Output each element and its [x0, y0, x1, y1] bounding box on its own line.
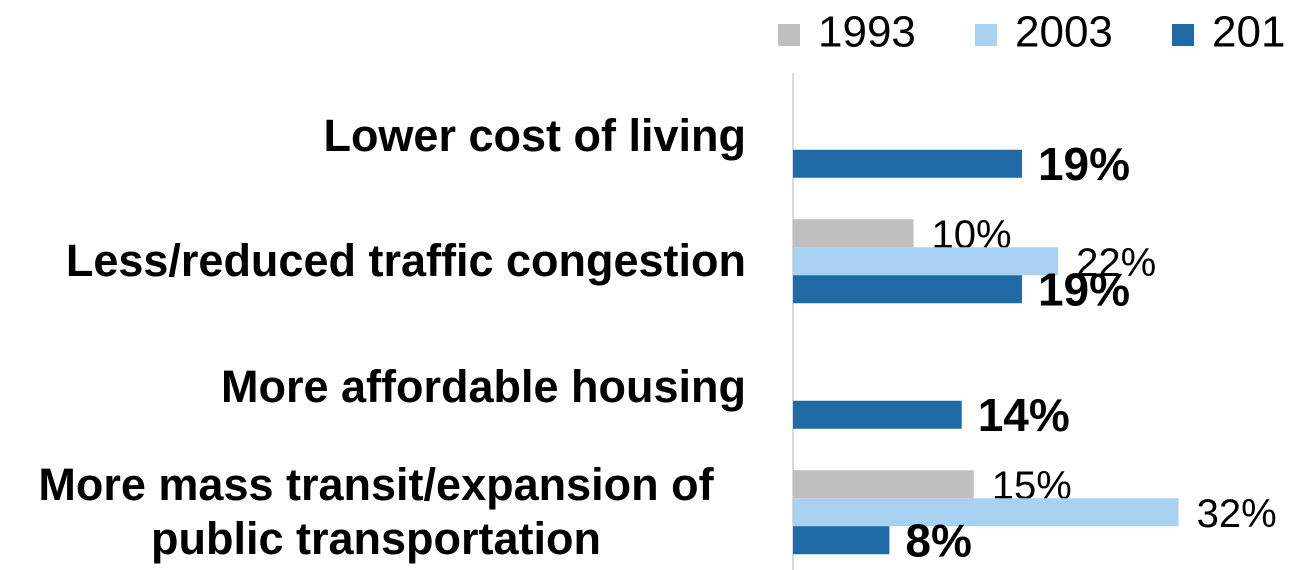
category-label-box: More mass transit/expansion of public tr… [0, 458, 746, 566]
category-label: Lower cost of living [323, 109, 746, 161]
category-label: More mass transit/expansion of public tr… [38, 459, 714, 565]
bar [793, 149, 1022, 178]
category-label: More affordable housing [220, 360, 746, 412]
bar [793, 526, 890, 555]
bar [793, 275, 1022, 304]
category-label: Less/reduced traffic congestion [65, 235, 746, 287]
legend-label: 2003 [1015, 8, 1113, 57]
legend-label: 1993 [818, 8, 916, 57]
value-label: 8% [905, 514, 971, 566]
bar [793, 400, 962, 429]
bar [793, 219, 914, 248]
value-label: 14% [978, 389, 1070, 441]
legend-swatch [975, 24, 997, 46]
value-label: 22% [1076, 241, 1156, 285]
category-label-box: More affordable housing [0, 360, 746, 414]
legend-swatch [1172, 24, 1194, 46]
category-label-box: Less/reduced traffic congestion [0, 234, 746, 288]
bar [793, 470, 974, 499]
legend-swatch [778, 24, 800, 46]
bar [793, 247, 1059, 276]
value-label: 19% [1038, 138, 1130, 190]
category-label-box: Lower cost of living [0, 109, 746, 163]
value-label: 19% [1038, 263, 1130, 315]
legend-label: 201 [1212, 8, 1285, 57]
value-label: 32% [1197, 492, 1277, 536]
bar [793, 498, 1179, 527]
